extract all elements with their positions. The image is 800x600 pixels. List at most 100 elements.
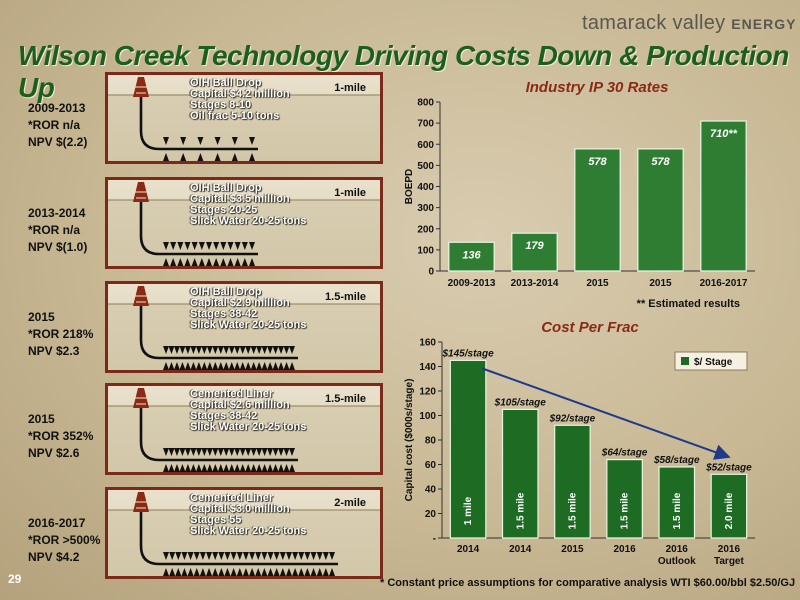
frac-stage-marker (285, 552, 292, 560)
well-detail-line: Cemented Liner (190, 492, 274, 504)
x-tick-label: 2016 (666, 544, 689, 555)
frac-stage-marker (206, 242, 212, 250)
frac-stage-marker (206, 258, 212, 266)
well-detail-line: Oil frac 5-10 tons (190, 110, 280, 122)
frac-stage-marker (163, 242, 169, 250)
chart-title: Industry IP 30 Rates (526, 79, 669, 96)
frac-stage-marker (212, 448, 219, 456)
frac-stage-marker (224, 568, 231, 576)
scenario-line: NPV $(2.2) (28, 135, 88, 149)
frac-stage-marker (206, 568, 213, 576)
frac-stage-marker (220, 242, 227, 250)
frac-stage-marker (242, 552, 249, 560)
y-tick-label: 600 (417, 140, 434, 151)
drilling-rig-icon (133, 388, 149, 408)
frac-stage-marker (304, 552, 311, 560)
frac-stage-marker (180, 153, 187, 161)
y-tick-label: 100 (419, 411, 436, 422)
well-detail-line: Capital $3.5 million (190, 193, 290, 205)
bar-inner-label: 1.5 mile (672, 492, 683, 529)
frac-stage-marker (228, 464, 235, 472)
well-detail-line: Capital $4.2 million (190, 88, 290, 100)
y-tick-label: 700 (417, 119, 434, 130)
y-tick-label: 800 (417, 98, 434, 109)
frac-stage-marker (289, 448, 295, 456)
scenario-line: 2016-2017 (28, 516, 86, 530)
frac-stage-marker (170, 242, 177, 250)
frac-stage-marker (234, 448, 241, 456)
frac-stage-marker (322, 552, 329, 560)
frac-stage-marker (199, 552, 206, 560)
well-length-label: 1-mile (334, 82, 366, 94)
frac-stage-marker (193, 568, 200, 576)
frac-stage-marker (213, 242, 220, 250)
frac-stage-marker (322, 568, 329, 576)
frac-stage-marker (234, 464, 241, 472)
frac-stage-marker (267, 552, 274, 560)
scenario-line: NPV $4.2 (28, 550, 80, 564)
frac-stage-marker (310, 552, 317, 560)
frac-stage-marker (249, 242, 255, 250)
frac-stage-marker (242, 568, 249, 576)
well-details: Cemented Liner Capital $3.0 million Stages… (190, 493, 306, 537)
frac-stage-marker (206, 552, 213, 560)
frac-stage-marker (184, 346, 191, 354)
frac-stage-marker (227, 258, 234, 266)
well-details: OIH Ball Drop Capital $4.2 million Stages … (190, 78, 290, 122)
frac-stage-marker (304, 568, 311, 576)
frac-stage-marker (193, 552, 200, 560)
frac-stage-marker (250, 448, 257, 456)
frac-stage-marker (184, 448, 191, 456)
x-tick-label: 2013-2014 (511, 278, 559, 289)
frac-stage-marker (230, 568, 237, 576)
bar (448, 241, 495, 272)
frac-stage-marker (245, 448, 252, 456)
y-tick-label: 300 (417, 203, 434, 214)
well-details: OIH Ball Drop Capital $2.9 million Stages … (190, 287, 306, 331)
y-tick-label: 100 (417, 245, 434, 256)
well-diagram (108, 77, 380, 161)
y-tick-label: 80 (425, 436, 437, 447)
frac-stage-marker (278, 464, 285, 472)
frac-stage-marker (250, 464, 257, 472)
well-detail-line: Capital $2.9 million (190, 297, 290, 309)
frac-stage-marker (316, 552, 323, 560)
frac-stage-marker (220, 258, 227, 266)
frac-stage-marker (190, 362, 197, 370)
wellbore-path (139, 306, 298, 360)
frac-stage-marker (250, 346, 257, 354)
x-tick-label: 2015 (649, 278, 672, 289)
x-tick-label: 2014 (509, 544, 532, 555)
y-tick-label: - (433, 534, 436, 545)
frac-stage-marker (190, 448, 197, 456)
frac-stage-marker (163, 464, 169, 472)
frac-stage-marker (175, 568, 182, 576)
frac-stage-marker (195, 346, 202, 354)
frac-stage-marker (298, 568, 305, 576)
scenario-line: *ROR n/a (28, 118, 81, 132)
y-tick-label: 400 (417, 182, 434, 193)
frac-stage-marker (267, 568, 274, 576)
well-detail-line: OIH Ball Drop (190, 182, 262, 194)
frac-stage-marker (292, 568, 299, 576)
frac-stage-marker (267, 346, 274, 354)
frac-stage-marker (206, 362, 213, 370)
frac-stage-marker (214, 137, 221, 145)
data-label: $64/stage (601, 448, 648, 459)
frac-stage-marker (179, 448, 186, 456)
frac-stage-marker (283, 346, 290, 354)
y-tick-label: 20 (425, 509, 437, 520)
frac-stage-marker (249, 568, 256, 576)
data-label: 179 (525, 240, 544, 252)
frac-stage-marker (255, 568, 262, 576)
well-schematic-panel: OIH Ball Drop Capital $3.5 million Stages … (105, 177, 383, 269)
well-schematic-panel: Cemented Liner Capital $3.0 million Stages… (105, 487, 383, 579)
data-label: $105/stage (494, 397, 547, 408)
bar (554, 424, 591, 539)
frac-stage-marker (273, 568, 280, 576)
frac-stage-marker (201, 464, 208, 472)
frac-stage-marker (329, 568, 335, 576)
frac-stage-marker (272, 464, 279, 472)
frac-stage-marker (261, 568, 268, 576)
bar (501, 408, 539, 539)
